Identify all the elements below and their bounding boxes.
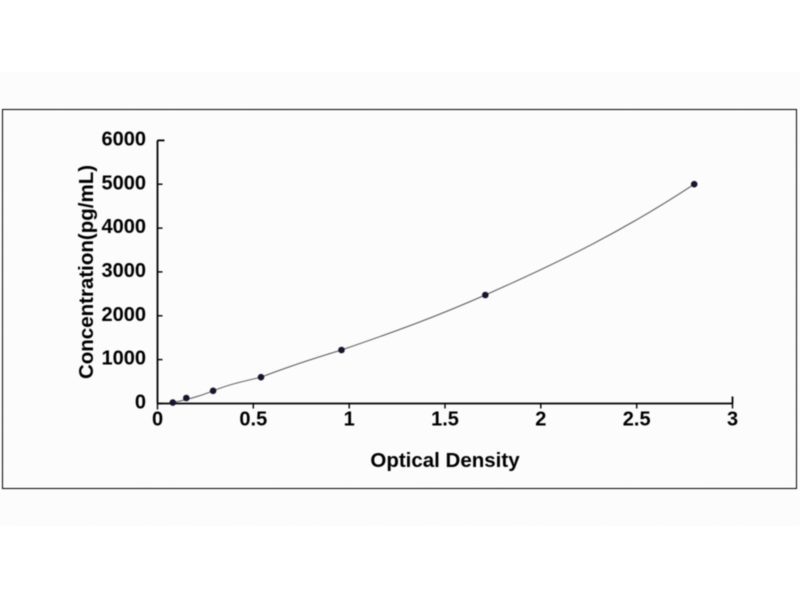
svg-text:2000: 2000 (102, 304, 147, 326)
svg-text:3000: 3000 (102, 260, 147, 282)
svg-text:3: 3 (727, 409, 738, 431)
svg-text:5000: 5000 (102, 172, 147, 194)
svg-text:6000: 6000 (102, 129, 147, 151)
svg-text:0: 0 (135, 392, 146, 414)
svg-text:1: 1 (344, 409, 355, 431)
svg-text:1.5: 1.5 (431, 409, 459, 431)
svg-text:1000: 1000 (102, 348, 147, 370)
svg-text:0.5: 0.5 (239, 409, 267, 431)
svg-text:Concentration(pg/mL): Concentration(pg/mL) (75, 165, 98, 379)
svg-text:0: 0 (152, 409, 163, 431)
svg-text:4000: 4000 (102, 216, 147, 238)
svg-text:Optical Density: Optical Density (370, 449, 520, 472)
svg-text:2: 2 (535, 409, 546, 431)
svg-text:2.5: 2.5 (623, 409, 651, 431)
